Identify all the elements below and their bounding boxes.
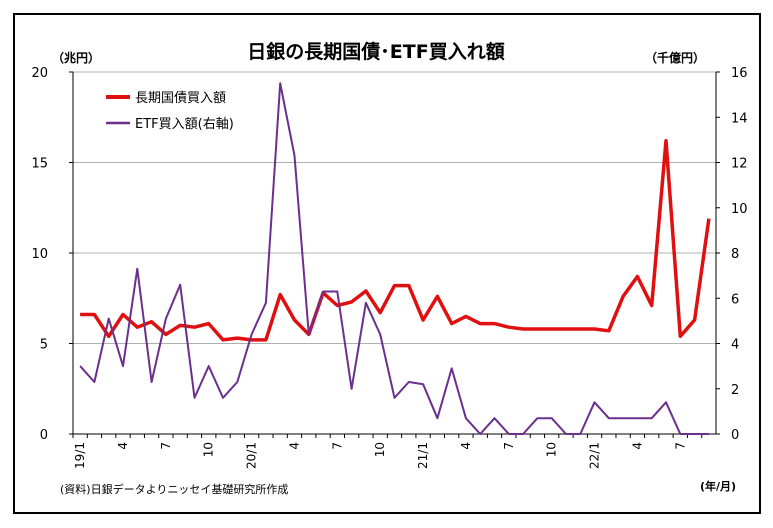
x-tick-label: 19/1 bbox=[73, 442, 87, 469]
left-axis-unit: （兆円） bbox=[52, 50, 100, 65]
right-tick-label: 12 bbox=[731, 157, 748, 172]
right-tick-label: 2 bbox=[731, 383, 739, 398]
chart-title: 日銀の長期国債･ETF買入れ額 bbox=[247, 40, 504, 63]
left-axis-ticks: 0 5 10 15 20 bbox=[31, 66, 73, 443]
right-tick-label: 4 bbox=[731, 338, 739, 353]
source-note: (資料)日銀データよりニッセイ基礎研究所作成 bbox=[60, 482, 288, 496]
right-tick-label: 8 bbox=[731, 247, 739, 262]
x-tick-label: 7 bbox=[502, 442, 516, 450]
x-tick-label: 20/1 bbox=[245, 442, 259, 469]
chart-frame bbox=[13, 13, 761, 514]
x-tick-label: 4 bbox=[116, 442, 130, 450]
right-tick-label: 14 bbox=[731, 111, 748, 126]
right-tick-label: 6 bbox=[731, 292, 739, 307]
series-layer bbox=[79, 82, 711, 435]
x-axis-unit: (年/月) bbox=[700, 479, 736, 493]
x-tick-label: 10 bbox=[545, 442, 559, 457]
x-tick-label: 7 bbox=[330, 442, 344, 450]
legend: 長期国債買入額 ETF買入額(右軸) bbox=[106, 91, 234, 132]
left-tick-label: 15 bbox=[31, 157, 48, 172]
x-axis-ticks: 19/1 4 7 10 20/1 4 7 10 21/1 4 7 10 22/1 4 7 bbox=[72, 434, 703, 469]
right-axis-unit: （千億円） bbox=[645, 50, 705, 65]
right-tick-label: 16 bbox=[731, 66, 748, 81]
series-line-etf bbox=[79, 82, 709, 435]
legend-label-etf: ETF買入額(右軸) bbox=[135, 117, 234, 132]
x-tick-label: 22/1 bbox=[588, 442, 602, 469]
left-tick-label: 10 bbox=[31, 247, 48, 262]
x-tick-label: 21/1 bbox=[416, 442, 430, 469]
x-tick-label: 4 bbox=[630, 442, 644, 450]
left-tick-label: 5 bbox=[40, 338, 48, 353]
series-line-jgb bbox=[80, 139, 711, 342]
legend-label-jgb: 長期国債買入額 bbox=[135, 91, 226, 106]
x-tick-label: 10 bbox=[202, 442, 216, 457]
left-tick-label: 20 bbox=[31, 66, 48, 81]
right-axis-ticks: 0 2 4 6 8 10 12 14 16 bbox=[716, 66, 748, 443]
right-tick-label: 10 bbox=[731, 202, 748, 217]
x-tick-label: 4 bbox=[459, 442, 473, 450]
right-tick-label: 0 bbox=[731, 428, 739, 443]
x-tick-label: 7 bbox=[159, 442, 173, 450]
x-tick-label: 7 bbox=[673, 442, 687, 450]
x-tick-label: 10 bbox=[373, 442, 387, 457]
x-tick-label: 4 bbox=[287, 442, 301, 450]
left-tick-label: 0 bbox=[40, 428, 48, 443]
gridlines bbox=[73, 71, 716, 344]
